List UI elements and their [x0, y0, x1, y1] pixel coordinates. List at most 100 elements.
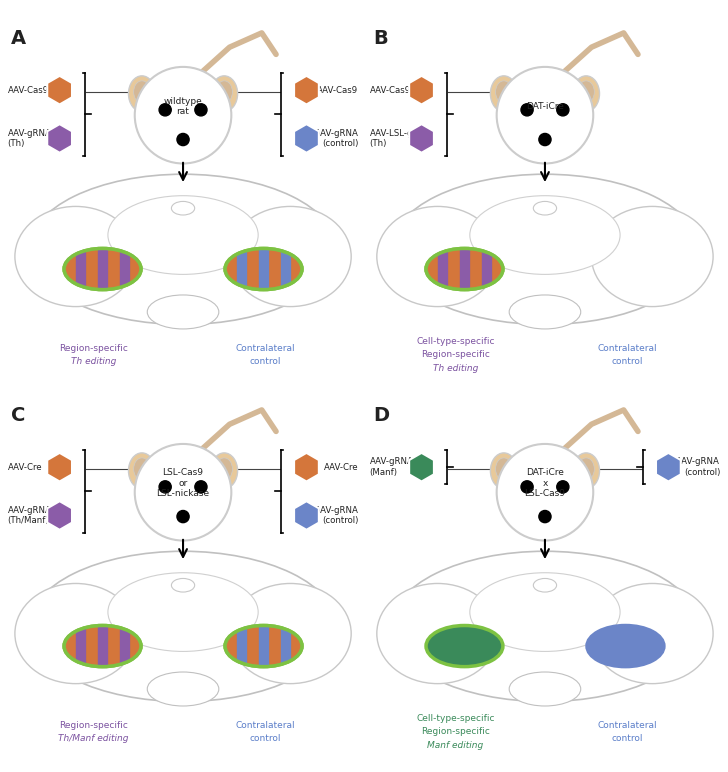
- Text: Th/Manf editing: Th/Manf editing: [58, 734, 129, 743]
- Circle shape: [521, 103, 533, 116]
- Text: control: control: [612, 357, 643, 366]
- Text: DAT-iCre
x
LSL-Cas9: DAT-iCre x LSL-Cas9: [524, 469, 566, 498]
- Bar: [292, 625, 301, 667]
- Text: Contralateral: Contralateral: [236, 720, 295, 730]
- Ellipse shape: [470, 195, 620, 274]
- Ellipse shape: [426, 625, 503, 667]
- Bar: [120, 625, 129, 667]
- Text: control: control: [250, 734, 281, 743]
- Bar: [248, 249, 257, 290]
- Bar: [281, 625, 290, 667]
- Text: AAV-gRNA
(Th): AAV-gRNA (Th): [8, 129, 52, 148]
- Text: AAV-Cre: AAV-Cre: [8, 462, 42, 472]
- Polygon shape: [409, 453, 434, 482]
- Ellipse shape: [534, 201, 557, 215]
- Ellipse shape: [509, 295, 581, 329]
- Circle shape: [195, 103, 207, 116]
- Bar: [471, 249, 480, 290]
- Bar: [281, 249, 290, 290]
- Ellipse shape: [509, 672, 581, 706]
- Text: AAV-Cas9: AAV-Cas9: [317, 86, 358, 95]
- Text: LSL-Cas9
or
LSL-nickase: LSL-Cas9 or LSL-nickase: [157, 469, 210, 498]
- Ellipse shape: [64, 625, 141, 667]
- Bar: [120, 249, 129, 290]
- Ellipse shape: [29, 551, 337, 702]
- Bar: [237, 625, 246, 667]
- Circle shape: [496, 444, 593, 540]
- Text: Manf editing: Manf editing: [427, 741, 483, 750]
- Bar: [248, 625, 257, 667]
- Circle shape: [557, 103, 569, 116]
- Circle shape: [195, 481, 207, 493]
- Ellipse shape: [391, 174, 699, 324]
- Circle shape: [539, 510, 551, 523]
- Text: Contralateral: Contralateral: [598, 344, 657, 353]
- Circle shape: [159, 481, 171, 493]
- Text: C: C: [12, 406, 25, 425]
- Bar: [448, 249, 458, 290]
- Polygon shape: [294, 501, 319, 530]
- Ellipse shape: [587, 625, 664, 667]
- Text: wildtype
rat: wildtype rat: [164, 96, 202, 116]
- Text: control: control: [250, 357, 281, 366]
- Text: D: D: [373, 406, 389, 425]
- Text: Contralateral: Contralateral: [598, 720, 657, 730]
- Circle shape: [521, 481, 533, 493]
- Ellipse shape: [134, 458, 150, 480]
- Polygon shape: [294, 124, 319, 153]
- Bar: [131, 249, 141, 290]
- Ellipse shape: [108, 195, 258, 274]
- Text: Cell-type-specific: Cell-type-specific: [416, 714, 495, 723]
- Circle shape: [539, 134, 551, 146]
- Text: AAV-Cas9: AAV-Cas9: [370, 86, 411, 95]
- Ellipse shape: [491, 76, 517, 112]
- Ellipse shape: [377, 584, 499, 684]
- Ellipse shape: [128, 76, 155, 112]
- Ellipse shape: [377, 206, 499, 306]
- Bar: [438, 249, 447, 290]
- Text: AAV-gRNA
(control): AAV-gRNA (control): [676, 458, 720, 477]
- Circle shape: [177, 510, 189, 523]
- Bar: [87, 625, 96, 667]
- Ellipse shape: [229, 206, 351, 306]
- Ellipse shape: [134, 81, 150, 103]
- Text: Contralateral: Contralateral: [236, 344, 295, 353]
- Text: A: A: [12, 29, 26, 49]
- Bar: [65, 249, 74, 290]
- Ellipse shape: [15, 584, 137, 684]
- Ellipse shape: [171, 578, 194, 592]
- Ellipse shape: [147, 672, 219, 706]
- Circle shape: [557, 481, 569, 493]
- Text: AAV-Cre: AAV-Cre: [324, 462, 358, 472]
- Circle shape: [159, 103, 171, 116]
- Bar: [76, 625, 85, 667]
- Bar: [226, 625, 235, 667]
- Text: AAV-LSL-gRNA
(Th): AAV-LSL-gRNA (Th): [370, 129, 432, 148]
- Bar: [427, 249, 436, 290]
- Text: Region-specific: Region-specific: [59, 720, 128, 730]
- Ellipse shape: [573, 76, 600, 112]
- Bar: [98, 249, 107, 290]
- Ellipse shape: [15, 206, 137, 306]
- Text: Th editing: Th editing: [433, 364, 478, 373]
- Ellipse shape: [211, 453, 237, 489]
- Bar: [237, 249, 246, 290]
- Polygon shape: [409, 124, 434, 153]
- Text: Region-specific: Region-specific: [59, 344, 128, 353]
- Ellipse shape: [591, 206, 713, 306]
- Text: AAV-gRNA
(control): AAV-gRNA (control): [314, 129, 358, 148]
- Ellipse shape: [211, 76, 237, 112]
- Ellipse shape: [573, 453, 600, 489]
- Bar: [259, 249, 268, 290]
- Ellipse shape: [216, 458, 232, 480]
- Bar: [259, 625, 268, 667]
- Ellipse shape: [128, 453, 155, 489]
- Circle shape: [496, 67, 593, 164]
- Ellipse shape: [216, 81, 232, 103]
- Ellipse shape: [496, 81, 512, 103]
- Ellipse shape: [426, 249, 503, 290]
- Polygon shape: [47, 453, 72, 482]
- Text: B: B: [373, 29, 388, 49]
- Text: AAV-gRNA
(Th/Manf): AAV-gRNA (Th/Manf): [8, 506, 52, 525]
- Polygon shape: [47, 124, 72, 153]
